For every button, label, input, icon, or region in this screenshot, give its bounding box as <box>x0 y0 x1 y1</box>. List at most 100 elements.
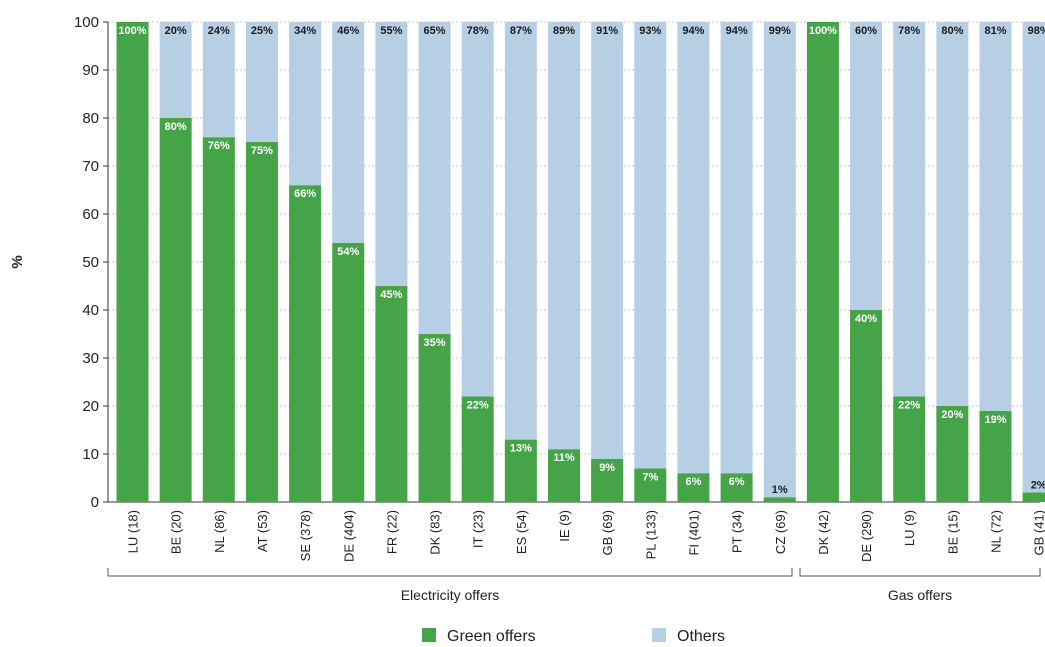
bars <box>116 22 1045 503</box>
value-label-others: 46% <box>337 25 359 37</box>
bar-value-labels: 100% 20% 80% 24% 76% 25% 75% 34% 66% 46% 54% 55% 45%… <box>118 25 1045 496</box>
value-label-others: 34% <box>294 25 316 37</box>
bar-others <box>979 22 1012 411</box>
value-label-green-offers: 35% <box>424 337 446 349</box>
y-tick-label: 0 <box>91 494 99 511</box>
bar-others <box>418 22 451 334</box>
value-label-others: 87% <box>510 25 532 37</box>
y-tick-label: 30 <box>82 350 99 367</box>
legend-label-green-offers: Green offers <box>447 628 536 645</box>
y-tick-label: 80 <box>82 110 99 127</box>
bar-green-offers <box>936 406 969 502</box>
bar-others <box>677 22 710 474</box>
bar-green-offers <box>1022 492 1045 502</box>
bar-green-offers <box>763 497 796 502</box>
value-label-others: 89% <box>553 25 575 37</box>
bar-others <box>720 22 753 474</box>
y-axis-label: % <box>9 255 26 268</box>
bar-green-offers <box>591 458 624 502</box>
value-label-green-offers: 45% <box>380 289 402 301</box>
bar-others <box>1022 22 1045 493</box>
bar-green-offers <box>245 142 278 502</box>
value-label-green-offers: 1% <box>772 484 788 496</box>
bar-green-offers <box>375 286 408 502</box>
bar-green-offers <box>893 396 926 502</box>
category-label: PL (133) <box>643 510 658 559</box>
category-groups: Electricity offers Gas offers <box>107 568 1041 603</box>
category-label: BE (15) <box>945 510 960 554</box>
category-label: GB (41) <box>1032 510 1045 556</box>
value-label-green-offers: 13% <box>510 443 532 455</box>
y-tick-label: 10 <box>82 446 99 463</box>
bar-others <box>548 22 580 450</box>
value-label-green-offers: 19% <box>984 414 1006 426</box>
value-label-others: 94% <box>682 25 704 37</box>
value-label-others: 24% <box>208 25 230 37</box>
y-tick-label: 100 <box>74 14 99 31</box>
category-label: ES (54) <box>514 510 529 554</box>
value-label-others: 65% <box>424 25 446 37</box>
bar-green-offers <box>202 137 235 502</box>
group-label: Electricity offers <box>401 587 500 603</box>
value-label-others: 80% <box>941 25 963 37</box>
bar-green-offers <box>332 242 365 503</box>
bar-others <box>936 22 969 406</box>
bar-green-offers <box>159 118 192 502</box>
value-label-green-offers: 100% <box>809 25 837 37</box>
y-tick-label: 40 <box>82 302 99 319</box>
category-label: IT (23) <box>471 510 486 548</box>
bar-others <box>893 22 926 397</box>
value-label-others: 91% <box>596 25 618 37</box>
value-label-others: 25% <box>251 25 273 37</box>
value-label-green-offers: 22% <box>898 399 920 411</box>
bar-others <box>332 22 365 243</box>
bar-others <box>634 22 667 469</box>
bar-green-offers <box>461 396 494 502</box>
value-label-green-offers: 80% <box>165 121 187 133</box>
value-label-others: 55% <box>380 25 402 37</box>
group-bracket <box>799 568 1041 577</box>
category-label: BE (20) <box>169 510 184 554</box>
category-label: LU (18) <box>126 510 141 553</box>
category-label: PT (34) <box>730 510 745 553</box>
bar-others <box>850 22 883 310</box>
y-tick-label: 50 <box>82 254 99 271</box>
value-label-others: 20% <box>165 25 187 37</box>
category-label: DE (404) <box>341 510 356 562</box>
category-labels: LU (18) BE (20) NL (86) AT (53) SE (378) DE (… <box>126 510 1045 562</box>
bar-others <box>461 22 494 397</box>
value-label-green-offers: 2% <box>1031 479 1045 491</box>
category-label: GB (69) <box>600 510 615 556</box>
value-label-green-offers: 22% <box>467 399 489 411</box>
bar-others <box>289 22 322 186</box>
value-label-green-offers: 6% <box>685 476 701 488</box>
category-label: CZ (69) <box>773 510 788 554</box>
y-tick-label: 20 <box>82 398 99 415</box>
bar-green-offers <box>548 449 580 502</box>
y-tick-label: 90 <box>82 62 99 79</box>
value-label-others: 60% <box>855 25 877 37</box>
group-label: Gas offers <box>888 587 952 603</box>
category-label: IE (9) <box>557 510 572 542</box>
value-label-others: 78% <box>467 25 489 37</box>
bar-green-offers <box>720 473 753 502</box>
bar-green-offers <box>116 22 149 502</box>
bar-others <box>245 22 278 142</box>
value-label-green-offers: 40% <box>855 313 877 325</box>
category-label: DK (42) <box>816 510 831 555</box>
bar-green-offers <box>504 439 537 502</box>
value-label-others: 98% <box>1028 25 1045 37</box>
value-label-green-offers: 66% <box>294 188 316 200</box>
bar-green-offers <box>289 185 322 502</box>
value-label-green-offers: 100% <box>118 25 146 37</box>
bar-others <box>159 22 192 118</box>
value-label-green-offers: 76% <box>208 140 230 152</box>
bar-green-offers <box>806 22 839 502</box>
value-label-green-offers: 6% <box>729 476 745 488</box>
bar-green-offers <box>418 334 451 502</box>
value-label-green-offers: 20% <box>941 409 963 421</box>
legend-swatch-green-offers <box>422 628 436 642</box>
bar-others <box>504 22 537 440</box>
bar-green-offers <box>677 473 710 502</box>
category-label: NL (86) <box>212 510 227 553</box>
